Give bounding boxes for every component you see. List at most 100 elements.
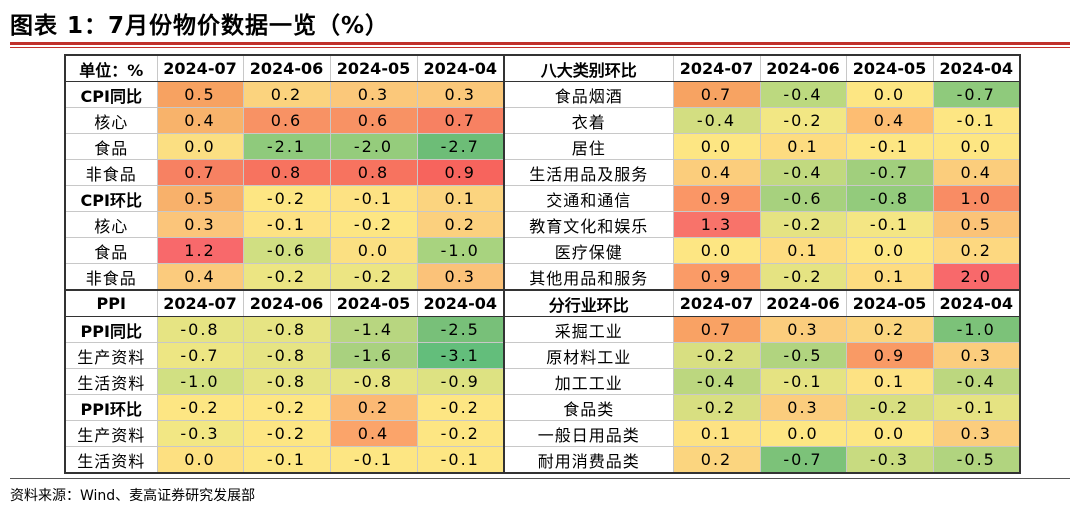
value-cell: 0.9 [672,263,761,291]
row-label: CPI环比 [64,185,158,212]
value-cell: 0.0 [845,420,934,447]
value-cell: -0.2 [242,185,331,212]
value-cell: 0.2 [242,81,331,108]
value-cell: -0.6 [242,237,331,264]
value-cell: -0.1 [845,133,934,160]
value-cell: 0.0 [672,237,761,264]
value-cell: -0.1 [932,394,1021,421]
value-cell: -0.8 [845,185,934,212]
row-label: 生活资料 [64,368,158,395]
column-header-date: 2024-07 [156,289,244,317]
value-cell: -1.0 [416,237,505,264]
value-cell: 0.6 [242,107,331,134]
table-row: CPI环比 0.5 -0.2 -0.1 0.1 交通和通信 0.9 -0.6 -0.8 1.0 [64,185,1021,212]
value-cell: -0.9 [416,368,505,395]
column-header-date: 2024-04 [416,54,505,82]
value-cell: 2.0 [932,263,1021,291]
value-cell: -0.4 [672,368,761,395]
value-cell: 0.2 [932,237,1021,264]
table-row: 生活资料 -1.0 -0.8 -0.8 -0.9 加工工业 -0.4 -0.1 0.1 -0.4 [64,368,1021,395]
value-cell: -1.6 [329,342,418,369]
value-cell: 0.1 [759,237,847,264]
row-label: CPI同比 [64,81,158,108]
row-label: 居住 [503,133,674,160]
value-cell: 0.2 [672,446,761,474]
row-label: 食品类 [503,394,674,421]
value-cell: -0.1 [242,446,331,474]
table-row: 核心 0.4 0.6 0.6 0.7 衣着 -0.4 -0.2 0.4 -0.1 [64,107,1021,134]
value-cell: -0.8 [242,342,331,369]
value-cell: 0.4 [156,107,244,134]
value-cell: -0.4 [932,368,1021,395]
row-label: PPI环比 [64,394,158,421]
value-cell: 0.5 [156,81,244,108]
value-cell: 0.0 [845,237,934,264]
value-cell: 0.4 [932,159,1021,186]
value-cell: -0.3 [156,420,244,447]
column-header-date: 2024-05 [845,54,934,82]
value-cell: -0.1 [932,107,1021,134]
table-row: PPI环比 -0.2 -0.2 0.2 -0.2 食品类 -0.2 0.3 -0.2 -0.1 [64,394,1021,421]
value-cell: -0.4 [759,81,847,108]
value-cell: 0.4 [329,420,418,447]
title-rule-thin [10,47,1070,48]
value-cell: -2.7 [416,133,505,160]
value-cell: -2.0 [329,133,418,160]
value-cell: 1.0 [932,185,1021,212]
value-cell: 0.9 [416,159,505,186]
header-row: 单位：% 2024-07 2024-06 2024-05 2024-04 八大类别环比 20… [64,54,1021,82]
row-label: 食品 [64,133,158,160]
value-cell: 0.0 [759,420,847,447]
row-label: 原材料工业 [503,342,674,369]
column-header-date: 2024-05 [329,289,418,317]
table-row: PPI同比 -0.8 -0.8 -1.4 -2.5 采掘工业 0.7 0.3 0.2 -1.0 [64,316,1021,343]
column-header-date: 2024-06 [759,289,847,317]
row-label: 交通和通信 [503,185,674,212]
value-cell: 0.2 [329,394,418,421]
row-label: 采掘工业 [503,316,674,343]
value-cell: 0.3 [759,316,847,343]
column-header-label: PPI [64,289,158,317]
value-cell: 0.1 [672,420,761,447]
row-label: 核心 [64,107,158,134]
row-label: 教育文化和娱乐 [503,211,674,238]
value-cell: -0.2 [416,420,505,447]
row-label: 耐用消费品类 [503,446,674,474]
row-label: 核心 [64,211,158,238]
value-cell: 0.8 [242,159,331,186]
value-cell: -0.4 [672,107,761,134]
row-label: 生活用品及服务 [503,159,674,186]
table-row: 生产资料 -0.3 -0.2 0.4 -0.2 一般日用品类 0.1 0.0 0.0 0.3 [64,420,1021,447]
value-cell: 0.9 [845,342,934,369]
value-cell: -0.8 [329,368,418,395]
value-cell: 0.7 [672,81,761,108]
value-cell: 0.2 [416,211,505,238]
row-label: 加工工业 [503,368,674,395]
value-cell: -0.5 [932,446,1021,474]
value-cell: -0.2 [242,263,331,291]
value-cell: 0.3 [932,420,1021,447]
price-data-table: 单位：% 2024-07 2024-06 2024-05 2024-04 八大类别环比 20… [64,54,1021,474]
column-header-label: 分行业环比 [503,289,674,317]
value-cell: -0.2 [329,211,418,238]
value-cell: 1.2 [156,237,244,264]
value-cell: -0.1 [759,368,847,395]
value-cell: -0.8 [242,316,331,343]
value-cell: 0.5 [156,185,244,212]
table-row: 生产资料 -0.7 -0.8 -1.6 -3.1 原材料工业 -0.2 -0.5 0.9 0.3 [64,342,1021,369]
value-cell: -1.0 [932,316,1021,343]
value-cell: -0.1 [329,185,418,212]
value-cell: 0.1 [416,185,505,212]
value-cell: 0.7 [156,159,244,186]
source-note: 资料来源：Wind、麦高证券研究发展部 [10,488,256,504]
table-row: 食品 1.2 -0.6 0.0 -1.0 医疗保健 0.0 0.1 0.0 0.2 [64,237,1021,264]
row-label: 衣着 [503,107,674,134]
value-cell: 0.3 [329,81,418,108]
figure-title: 图表 1：7月份物价数据一览（%） [10,13,390,39]
value-cell: -1.4 [329,316,418,343]
value-cell: 0.3 [416,81,505,108]
column-header-date: 2024-06 [242,289,331,317]
row-label: 非食品 [64,159,158,186]
row-label: PPI同比 [64,316,158,343]
column-header-date: 2024-05 [845,289,934,317]
